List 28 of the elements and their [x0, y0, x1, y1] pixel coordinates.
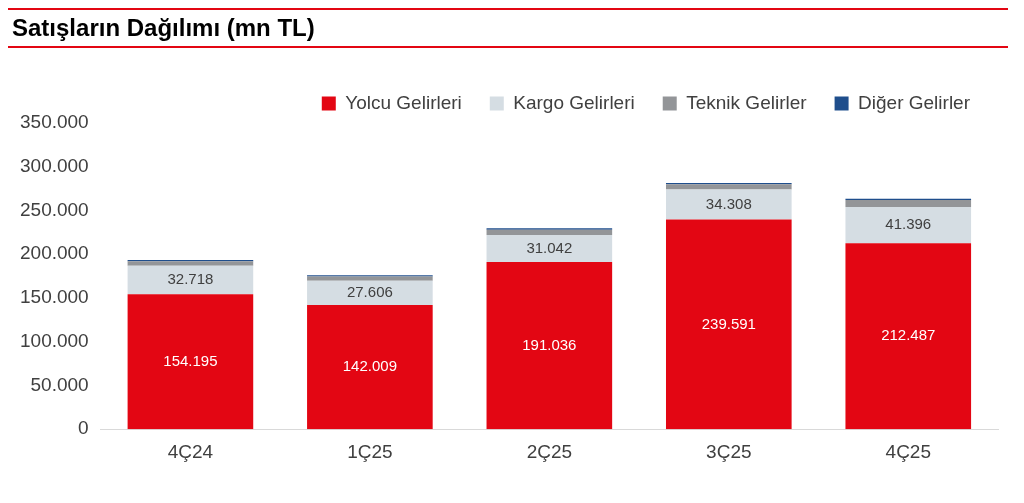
- legend-label: Teknik Gelirler: [686, 91, 808, 113]
- x-tick-label: 3Ç25: [706, 440, 752, 462]
- y-tick-label: 250.000: [19, 198, 89, 220]
- data-label: 212.487: [881, 326, 936, 344]
- data-label: 34.308: [705, 194, 752, 212]
- chart-title: Satışların Dağılımı (mn TL): [8, 8, 1008, 48]
- y-tick-label: 100.000: [19, 329, 89, 351]
- legend-label: Yolcu Gelirleri: [345, 91, 462, 113]
- data-label: 32.718: [167, 270, 214, 288]
- y-tick-label: 350.000: [19, 111, 89, 133]
- y-tick-label: 200.000: [19, 242, 89, 264]
- x-tick-label: 1Ç25: [347, 440, 393, 462]
- data-label: 142.009: [342, 357, 397, 375]
- y-tick-label: 0: [78, 417, 89, 439]
- y-tick-label: 300.000: [19, 154, 89, 176]
- data-label: 154.195: [163, 351, 218, 369]
- legend-label: Diğer Gelirler: [858, 91, 971, 113]
- data-label: 27.606: [346, 283, 393, 301]
- data-label: 31.042: [526, 238, 573, 256]
- data-label: 239.591: [701, 314, 756, 332]
- x-tick-label: 4Ç24: [167, 440, 214, 462]
- legend-label: Kargo Gelirleri: [513, 91, 635, 113]
- y-tick-label: 150.000: [19, 286, 89, 308]
- x-tick-label: 2Ç25: [526, 440, 573, 462]
- data-label: 41.396: [885, 215, 932, 233]
- x-tick-label: 4Ç25: [885, 440, 931, 462]
- y-tick-label: 50.000: [30, 373, 89, 395]
- data-label: 191.036: [522, 335, 577, 353]
